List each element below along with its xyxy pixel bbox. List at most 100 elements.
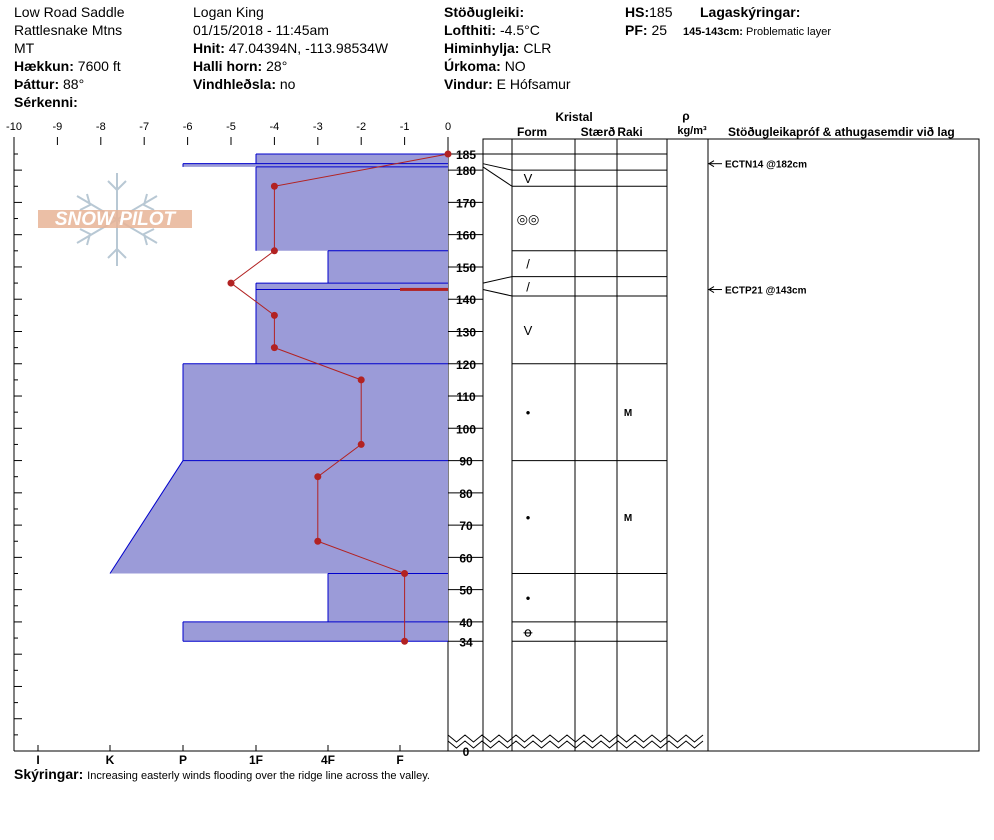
form-header: Form xyxy=(517,125,547,139)
snowpilot-logo: SNOW PILOT xyxy=(38,173,192,266)
grain-form-symbol: ꝋ xyxy=(523,625,533,640)
grain-form-symbol: / xyxy=(526,279,530,294)
layers-table-frame xyxy=(482,138,980,752)
pf: PF: 25 xyxy=(625,22,667,39)
precip-label: Úrkoma: xyxy=(444,58,501,74)
depth-break-zigzag xyxy=(447,734,704,743)
stability-test-label: ECTP21 @143cm xyxy=(725,286,807,297)
grain-form-symbol: • xyxy=(526,591,531,606)
wetness-value: M xyxy=(624,513,632,524)
wetness-header: Raki xyxy=(617,125,642,139)
grain-form-symbol: ◎◎ xyxy=(517,212,540,227)
hs-value: 185 xyxy=(649,4,673,20)
observation-datetime: 01/15/2018 - 11:45am xyxy=(193,22,329,38)
temp-tick-label: -4 xyxy=(270,121,280,133)
logo-text: SNOW PILOT xyxy=(55,209,177,230)
wind: Vindur: E Hófsamur xyxy=(444,76,571,93)
layers-table: V ◎◎ / / V • M • M • ꝋ– ECTN14 @182cm ECTP21 @143cm xyxy=(482,139,807,751)
axes: -10 -9 -8 -7 -6 -5 -4 -3 -2 -1 0I K P 1F 4F F1851801701… xyxy=(6,121,704,767)
hardness-layer-edge-7 xyxy=(109,460,184,574)
temp-tick-label: -1 xyxy=(400,121,410,133)
sky-cover: Himinhylja: CLR xyxy=(444,40,551,57)
temperature-line xyxy=(230,153,449,642)
height-tick-label: 90 xyxy=(459,455,473,469)
layer-connector xyxy=(482,276,513,284)
stability-test-label: ECTN14 @182cm xyxy=(725,160,807,171)
coordinates-label: Hnit: xyxy=(193,40,225,56)
test-arrow-icon xyxy=(708,286,715,293)
temp-tick-label: -8 xyxy=(96,121,106,133)
coordinates-value: 47.04394N, -113.98534W xyxy=(228,40,389,56)
elevation: Hækkun: 7600 ft xyxy=(14,58,121,75)
sky-label: Himinhylja: xyxy=(444,40,520,56)
temp-tick-label: -10 xyxy=(6,121,22,133)
height-tick-label: 0 xyxy=(463,745,470,759)
hardness-tick-label: 1F xyxy=(249,753,263,767)
snowflake-icon xyxy=(76,173,158,266)
air-temperature: Lofthiti: -4.5°C xyxy=(444,22,540,39)
location-range: Rattlesnake Mtns xyxy=(14,22,123,38)
depth-break-zigzag xyxy=(447,740,704,749)
layer-connector xyxy=(482,166,513,187)
temp-tick-label: -5 xyxy=(226,121,236,133)
grain-form-symbol: / xyxy=(526,257,530,272)
wind-loading-label: Vindhleðsla: xyxy=(193,76,276,92)
temperature-point xyxy=(401,637,409,645)
temp-tick-label: -7 xyxy=(139,121,149,133)
height-tick-label: 34 xyxy=(459,635,473,649)
temp-tick-label: -2 xyxy=(356,121,366,133)
hardness-profile xyxy=(109,153,448,642)
height-tick-label: 100 xyxy=(456,422,476,436)
height-tick-label: 160 xyxy=(456,229,476,243)
comments-text: Increasing easterly winds flooding over … xyxy=(87,770,430,782)
height-tick-label: 40 xyxy=(459,616,473,630)
temperature-point xyxy=(401,570,409,578)
aspect: Þáttur: 88° xyxy=(14,76,84,93)
height-tick-label: 110 xyxy=(456,390,476,404)
test-arrow-icon xyxy=(708,160,715,168)
height-tick-label: 150 xyxy=(456,261,476,275)
wind-loading: Vindhleðsla: no xyxy=(193,76,295,93)
hardness-tick-label: 4F xyxy=(321,753,335,767)
grain-form-symbol: • xyxy=(526,405,531,420)
precip-value: NO xyxy=(504,58,526,74)
location-state: MT xyxy=(14,40,35,56)
air-temp-label: Lofthiti: xyxy=(444,22,497,38)
hs: HS:185 xyxy=(625,4,672,21)
layer-note-text: Problematic layer xyxy=(746,26,831,38)
temp-tick-label: -6 xyxy=(183,121,193,133)
tests-header: Stöðugleikapróf & athugasemdir við lag xyxy=(728,125,955,139)
temperature-point xyxy=(270,344,278,352)
logo-band xyxy=(38,210,192,228)
coordinates: Hnit: 47.04394N, -113.98534W xyxy=(193,40,388,57)
layer-notes-label: Lagaskýringar: xyxy=(700,4,801,20)
hardness-tick-label: K xyxy=(106,753,115,767)
density-header: kg/m³ xyxy=(677,125,707,137)
elevation-label: Hækkun: xyxy=(14,58,74,74)
sky-value: CLR xyxy=(523,40,552,56)
features-label: Sérkenni: xyxy=(14,94,78,110)
aspect-value: 88° xyxy=(63,76,85,92)
wind-label: Vindur: xyxy=(444,76,493,92)
stability-label: Stöðugleiki: xyxy=(444,4,525,20)
height-tick-label: 170 xyxy=(456,196,476,210)
location-name: Low Road Saddle xyxy=(14,4,125,20)
height-tick-label: 60 xyxy=(459,551,473,565)
precipitation: Úrkoma: NO xyxy=(444,58,526,75)
comments-label: Skýringar: xyxy=(14,766,84,782)
height-tick-label: 180 xyxy=(456,164,476,178)
temperature-point xyxy=(314,537,322,545)
temp-tick-label: 0 xyxy=(445,121,451,133)
temperature-point xyxy=(357,376,365,384)
pf-label: PF: xyxy=(625,22,648,38)
aspect-label: Þáttur: xyxy=(14,76,60,92)
slope-angle: Halli horn: 28° xyxy=(193,58,287,75)
slope-label: Halli horn: xyxy=(193,58,263,74)
temp-tick-label: -3 xyxy=(313,121,323,133)
pf-value: 25 xyxy=(651,22,668,38)
layer-connector xyxy=(482,289,513,297)
problematic-layer-marker xyxy=(400,287,448,291)
temperature-point xyxy=(314,473,322,481)
elevation-value: 7600 ft xyxy=(77,58,121,74)
